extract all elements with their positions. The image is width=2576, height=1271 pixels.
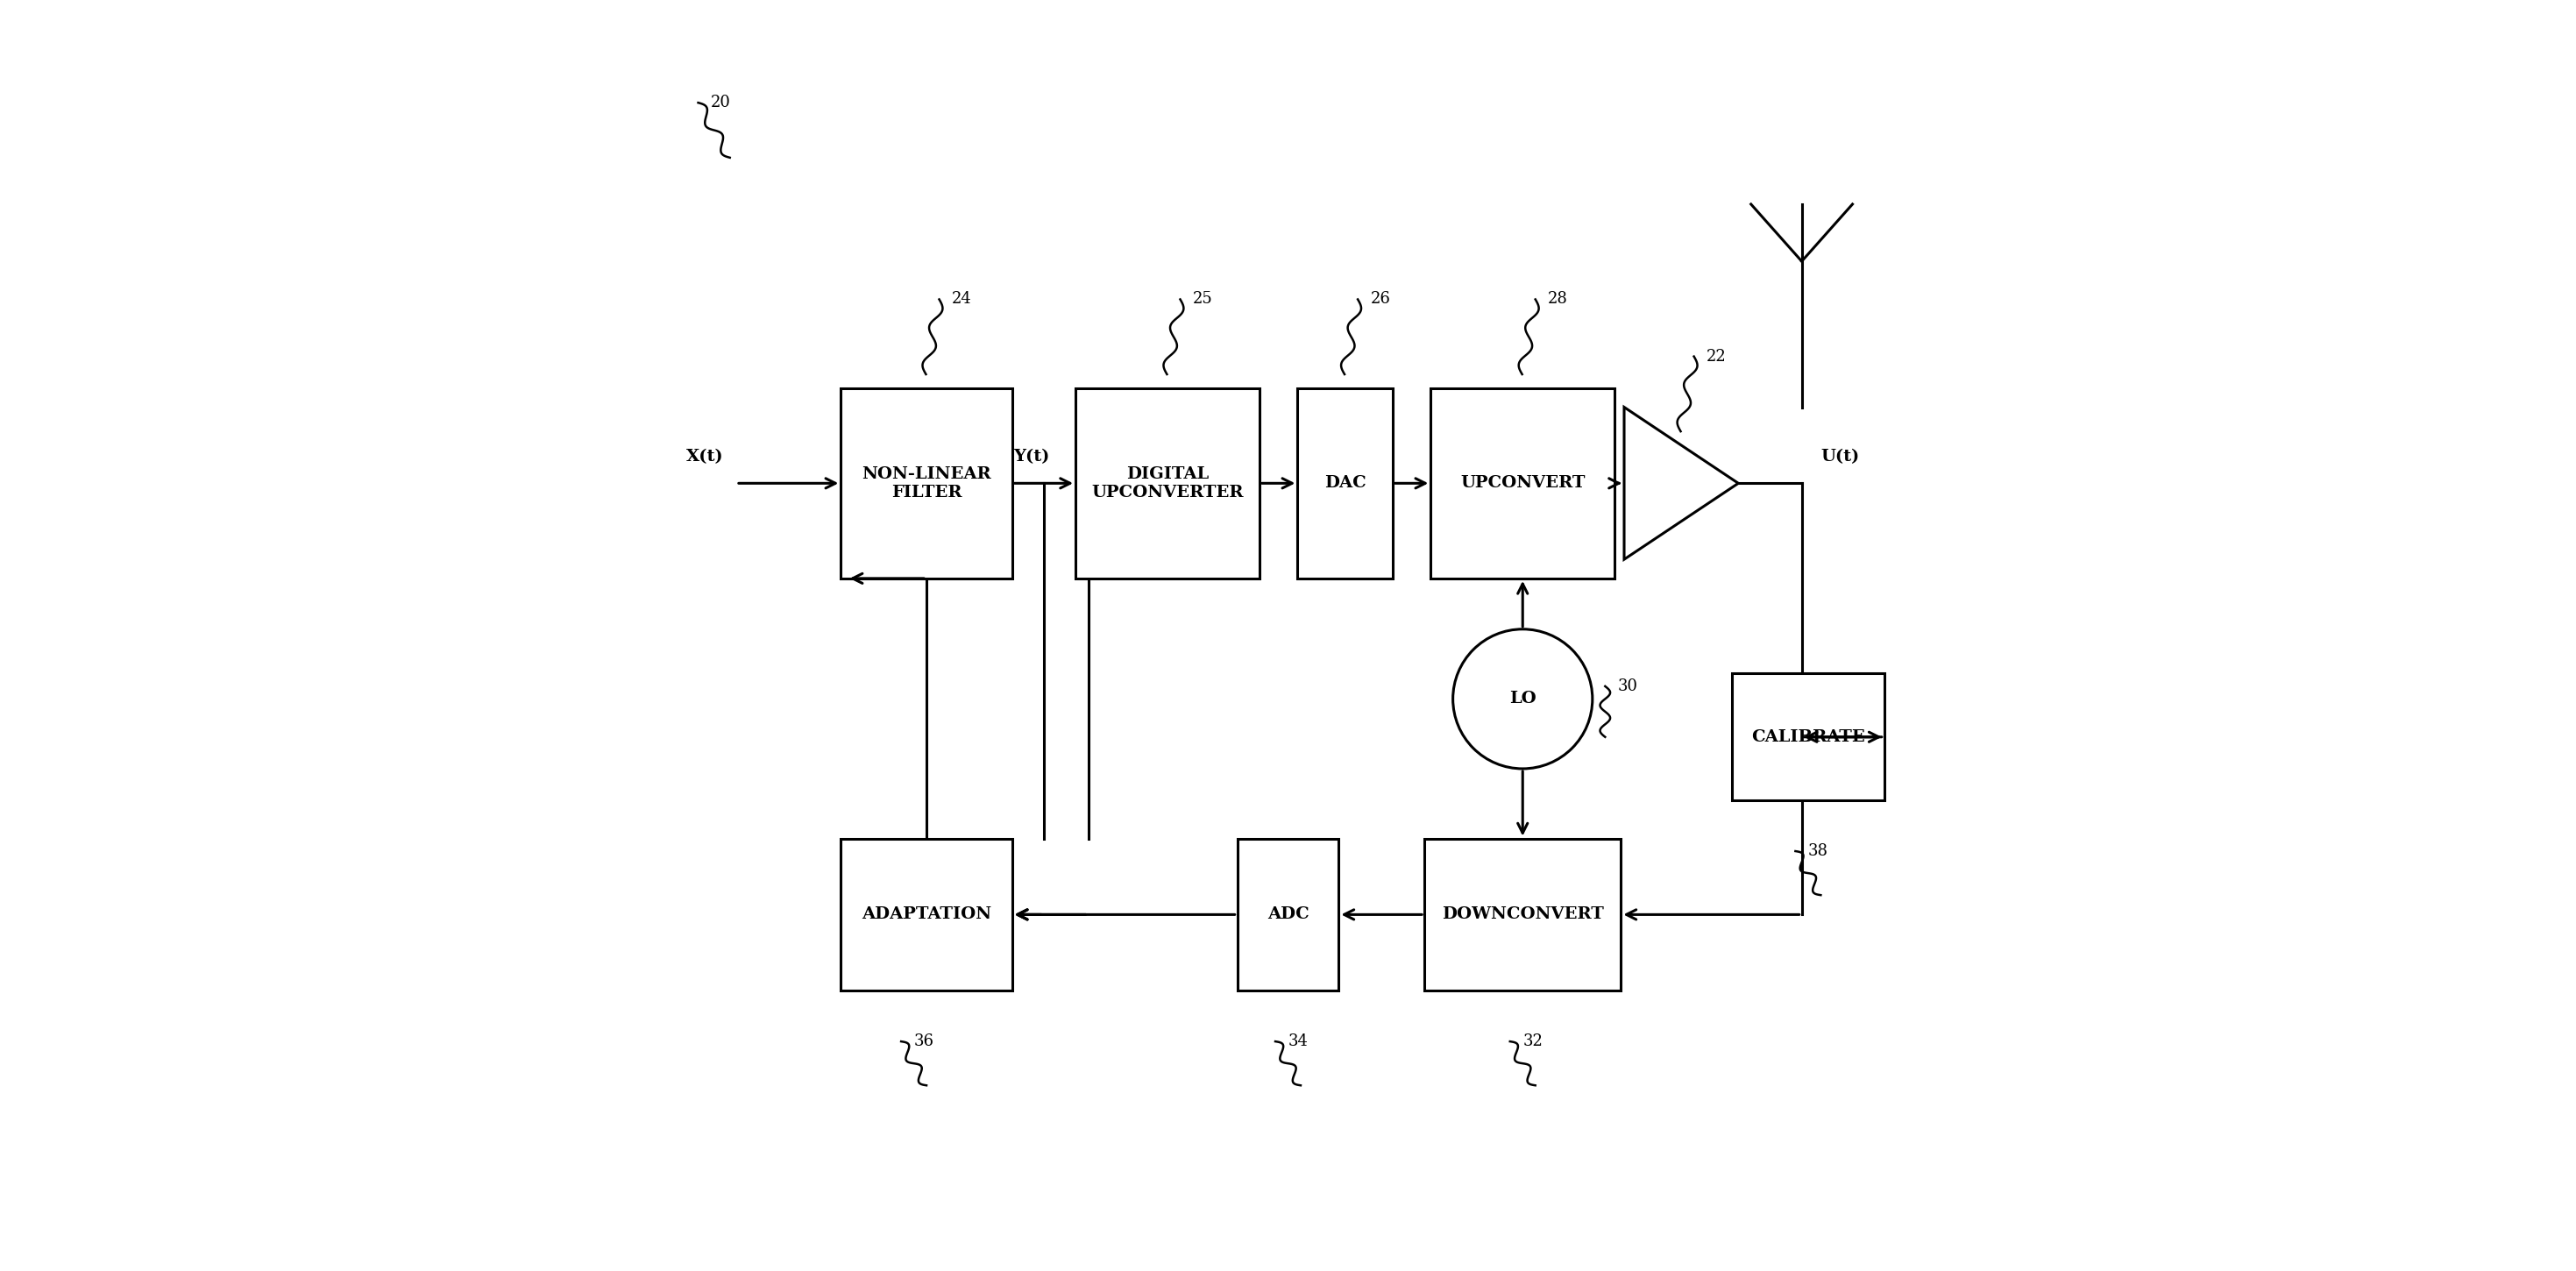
Bar (1077, 388, 1260, 578)
Text: Y(t): Y(t) (1012, 449, 1048, 464)
Text: 25: 25 (1193, 291, 1213, 308)
Text: 30: 30 (1618, 679, 1638, 694)
Text: 24: 24 (953, 291, 971, 308)
Circle shape (1453, 629, 1592, 769)
Text: U(t): U(t) (1821, 449, 1860, 464)
Text: CALIBRATE: CALIBRATE (1752, 730, 1865, 745)
Text: LO: LO (1510, 691, 1535, 707)
Bar (1430, 388, 1615, 578)
Text: 20: 20 (711, 95, 732, 111)
Bar (1425, 839, 1620, 990)
Text: ADAPTATION: ADAPTATION (860, 906, 992, 923)
Text: DOWNCONVERT: DOWNCONVERT (1443, 906, 1605, 923)
Text: 36: 36 (914, 1033, 935, 1050)
Text: NON-LINEAR
FILTER: NON-LINEAR FILTER (863, 466, 992, 501)
Text: ADC: ADC (1267, 906, 1309, 923)
Text: DIGITAL
UPCONVERTER: DIGITAL UPCONVERTER (1092, 466, 1244, 501)
Text: X(t): X(t) (685, 449, 724, 464)
Text: 28: 28 (1548, 291, 1569, 308)
Bar (840, 388, 1012, 578)
Bar (840, 839, 1012, 990)
Text: 22: 22 (1705, 348, 1726, 365)
Text: 38: 38 (1808, 843, 1829, 859)
Bar (1298, 388, 1394, 578)
Bar (1236, 839, 1340, 990)
Bar (1731, 674, 1883, 801)
Polygon shape (1623, 407, 1739, 559)
Text: DAC: DAC (1324, 475, 1365, 491)
Text: 34: 34 (1288, 1033, 1309, 1050)
Text: UPCONVERT: UPCONVERT (1461, 475, 1584, 491)
Text: 32: 32 (1522, 1033, 1543, 1050)
Text: 26: 26 (1370, 291, 1391, 308)
